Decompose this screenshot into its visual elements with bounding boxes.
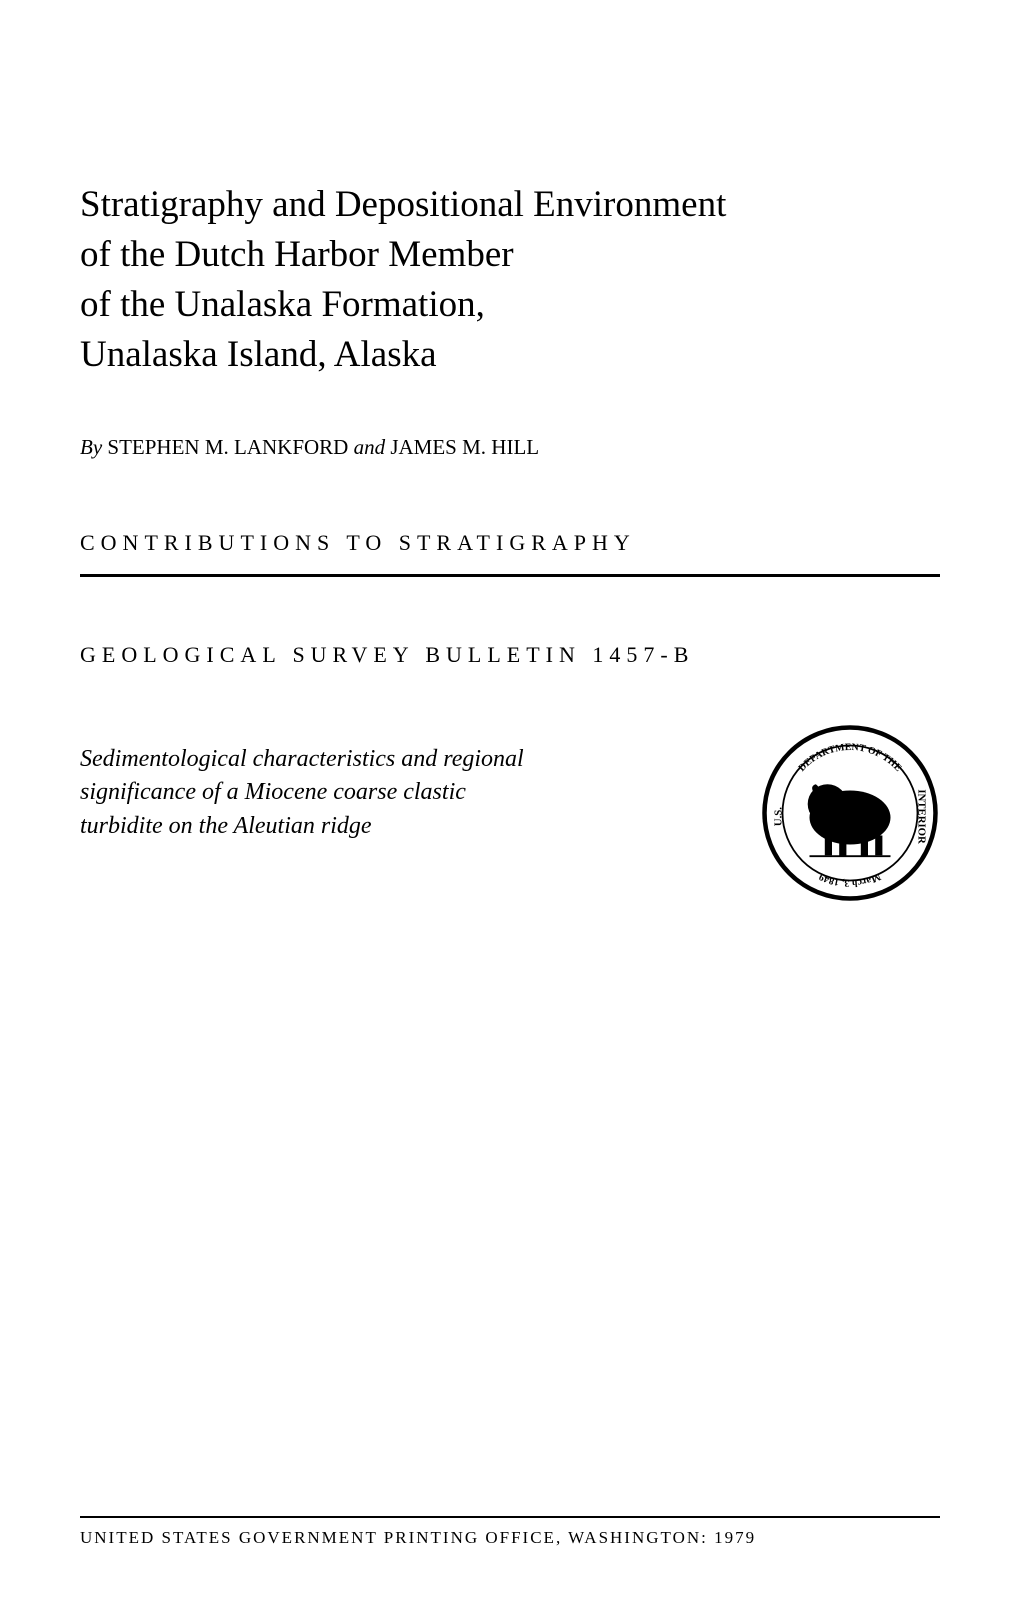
author-1: STEPHEN M. LANKFORD [107, 435, 348, 459]
by-label: By [80, 435, 102, 459]
svg-text:DEPARTMENT OF THE: DEPARTMENT OF THE [796, 742, 903, 774]
section-heading: CONTRIBUTIONS TO STRATIGRAPHY [80, 530, 940, 556]
svg-text:March 3, 1849: March 3, 1849 [817, 870, 882, 888]
title-line-3: of the Unalaska Formation, [80, 284, 485, 325]
abstract: Sedimentological characteristics and reg… [80, 723, 524, 844]
title-line-2: of the Dutch Harbor Member [80, 234, 514, 275]
abstract-line-2: significance of a Miocene coarse clastic [80, 779, 466, 805]
and-label: and [354, 435, 386, 459]
author-2: JAMES M. HILL [390, 435, 539, 459]
seal-right-text: INTERIOR [915, 789, 927, 844]
seal-top-text: DEPARTMENT OF THE [796, 742, 903, 774]
divider [80, 574, 940, 577]
seal-bottom-text: March 3, 1849 [817, 870, 882, 888]
seal-left-text: U.S. [773, 806, 785, 825]
footer-divider [80, 1516, 940, 1518]
title-line-4: Unalaska Island, Alaska [80, 334, 437, 375]
department-seal-icon: DEPARTMENT OF THE March 3, 1849 U.S. INT… [760, 723, 940, 903]
title-line-1: Stratigraphy and Depositional Environmen… [80, 184, 726, 225]
footer-text: UNITED STATES GOVERNMENT PRINTING OFFICE… [80, 1528, 940, 1548]
abstract-row: Sedimentological characteristics and reg… [80, 723, 940, 903]
abstract-line-1: Sedimentological characteristics and reg… [80, 746, 524, 772]
abstract-line-3: turbidite on the Aleutian ridge [80, 813, 372, 839]
footer: UNITED STATES GOVERNMENT PRINTING OFFICE… [80, 1516, 940, 1548]
bulletin-heading: GEOLOGICAL SURVEY BULLETIN 1457-B [80, 642, 940, 668]
byline: By STEPHEN M. LANKFORD and JAMES M. HILL [80, 435, 940, 460]
document-title: Stratigraphy and Depositional Environmen… [80, 180, 940, 380]
